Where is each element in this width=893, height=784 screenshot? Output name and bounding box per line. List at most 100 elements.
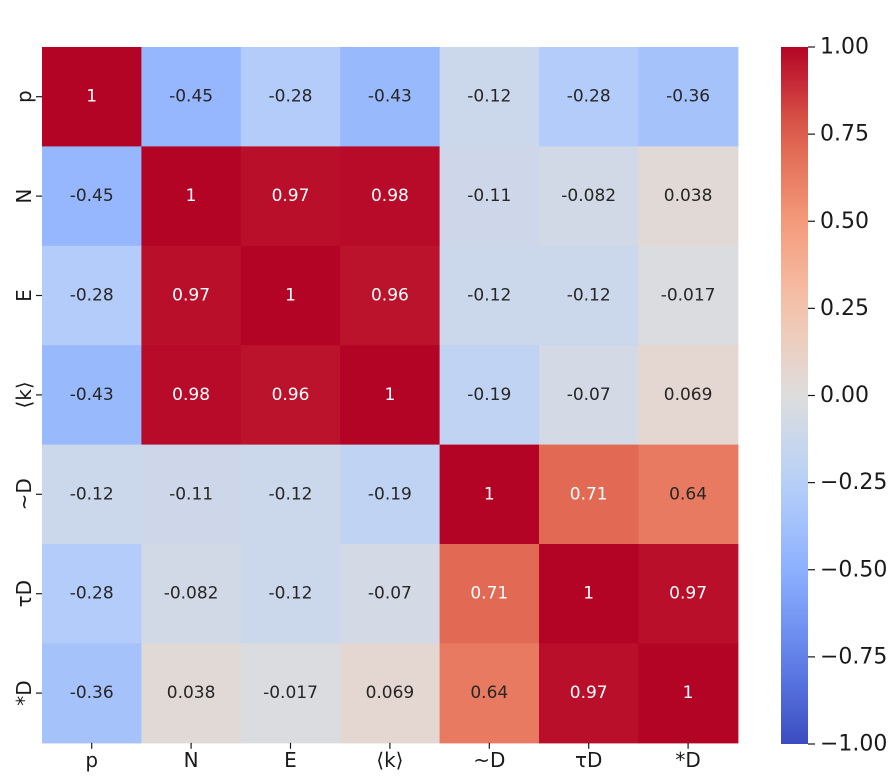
cell-label: -0.12 [269, 484, 313, 504]
heatmap-cell [439, 245, 540, 346]
cell-label: 1 [186, 186, 197, 206]
heatmap-cell [340, 544, 441, 644]
heatmap-cell [42, 643, 142, 744]
y-tick-label: p [12, 90, 36, 103]
cell-label: 0.64 [669, 484, 707, 504]
x-tick-label: E [284, 748, 297, 772]
cell-label: -0.28 [269, 87, 313, 107]
heatmap-cell [340, 444, 441, 545]
heatmap-cell [439, 643, 540, 744]
cell-label: 0.98 [172, 385, 210, 405]
cell-label: -0.12 [467, 286, 511, 306]
heatmap-cell [42, 444, 142, 545]
cell-label: 0.98 [371, 186, 409, 206]
colorbar-bar [781, 47, 808, 744]
heatmap-cell [42, 245, 142, 346]
cell-label: 0.64 [470, 683, 508, 703]
colorbar-tick-label: 1.00 [820, 35, 869, 60]
heatmap-cell [539, 146, 639, 247]
heatmap-cell [240, 444, 341, 545]
cell-label: -0.45 [169, 87, 213, 107]
cell-label: -0.45 [70, 186, 114, 206]
cell-label: 1 [285, 286, 296, 306]
heatmap-cell [638, 47, 739, 147]
cell-label: 0.97 [570, 683, 608, 703]
heatmap-cell [240, 47, 341, 147]
heatmap-cell [240, 146, 341, 247]
heatmap-cell [439, 444, 540, 545]
heatmap-cell [539, 544, 639, 644]
cell-label: -0.28 [567, 87, 611, 107]
cell-label: 1 [484, 484, 495, 504]
cell-label: -0.07 [567, 385, 611, 405]
heatmap-cell [340, 345, 441, 446]
y-tick-label: ⟨k⟩ [12, 381, 36, 408]
x-tick-label: *D [675, 748, 700, 772]
colorbar-tick-label: 0.00 [820, 383, 869, 408]
cell-label: 1 [384, 385, 395, 405]
heatmap-cell [141, 146, 242, 247]
cell-label: 0.97 [172, 286, 210, 306]
heatmap-cell [340, 146, 441, 247]
cell-label: -0.017 [661, 286, 716, 306]
heatmap-cell [340, 47, 441, 147]
heatmap-cell [141, 544, 242, 644]
heatmap-cells: 1 -0.45 -0.28 -0.43 -0.12 -0.28 -0.36 -0.45 1 0.9… [42, 47, 739, 744]
cell-label: -0.11 [467, 186, 511, 206]
cell-label: 0.96 [272, 385, 310, 405]
heatmap-cell [340, 245, 441, 346]
cell-label: -0.11 [169, 484, 213, 504]
cell-label: -0.43 [368, 87, 412, 107]
colorbar: 1.00 0.75 0.50 0.25 0.00 −0.25 −0.50 −0.75 −1.00 [781, 35, 887, 757]
heatmap-cell [539, 245, 639, 346]
cell-label: -0.36 [70, 683, 114, 703]
x-tick-label: p [85, 748, 98, 772]
heatmap-cell [539, 444, 639, 545]
heatmap-cell [638, 146, 739, 247]
cell-label: 1 [583, 584, 594, 604]
cell-label: 0.069 [664, 385, 713, 405]
cell-label: -0.12 [70, 484, 114, 504]
cell-label: 1 [683, 683, 694, 703]
heatmap-cell [42, 47, 142, 147]
cell-label: -0.12 [567, 286, 611, 306]
heatmap-cell [240, 643, 341, 744]
colorbar-tick-label: 0.50 [820, 209, 869, 234]
cell-label: 0.97 [669, 584, 707, 604]
heatmap-cell [439, 47, 540, 147]
colorbar-tick-label: 0.25 [820, 296, 869, 321]
cell-label: -0.017 [263, 683, 318, 703]
heatmap-cell [42, 146, 142, 247]
heatmap-cell [240, 345, 341, 446]
cell-label: 0.71 [570, 484, 608, 504]
cell-label: 0.97 [272, 186, 310, 206]
heatmap-cell [42, 544, 142, 644]
colorbar-tick-label: −0.25 [820, 470, 887, 495]
x-tick-label: ⟨k⟩ [376, 748, 403, 772]
cell-label: 0.069 [366, 683, 415, 703]
cell-label: -0.12 [467, 87, 511, 107]
x-tick-label: τD [575, 748, 602, 772]
heatmap-cell [439, 146, 540, 247]
cell-label: 0.96 [371, 286, 409, 306]
heatmap-cell [141, 643, 242, 744]
x-tick-label: N [184, 748, 199, 772]
heatmap-cell [42, 345, 142, 446]
cell-label: -0.28 [70, 286, 114, 306]
colorbar-tick-label: −0.75 [820, 644, 887, 669]
cell-label: -0.07 [368, 584, 412, 604]
heatmap-cell [638, 544, 739, 644]
heatmap-cell [539, 643, 639, 744]
cell-label: -0.36 [666, 87, 710, 107]
cell-label: 0.038 [167, 683, 216, 703]
cell-label: -0.28 [70, 584, 114, 604]
cell-label: 0.71 [470, 584, 508, 604]
heatmap-cell [240, 544, 341, 644]
heatmap-cell [539, 345, 639, 446]
heatmap-cell [141, 345, 242, 446]
cell-label: -0.12 [269, 584, 313, 604]
cell-label: -0.19 [368, 484, 412, 504]
x-axis-ticks: p N E ⟨k⟩ ~D τD *D [85, 742, 701, 772]
cell-label: -0.19 [467, 385, 511, 405]
